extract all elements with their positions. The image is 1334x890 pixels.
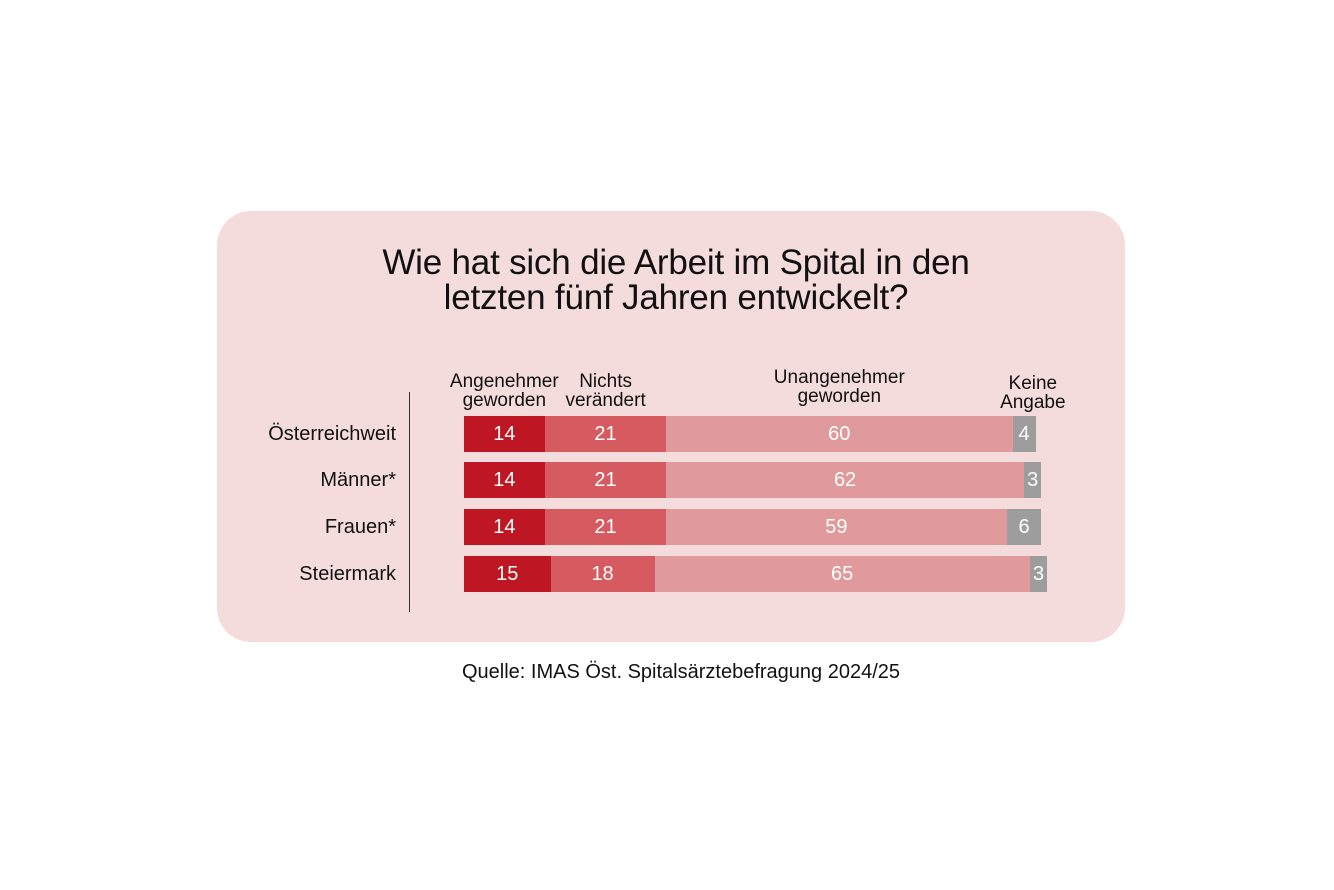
chart-title-line-1: Wie hat sich die Arbeit im Spital in den: [382, 243, 970, 282]
column-header-4-line-2: Angabe: [1000, 392, 1066, 413]
column-header-2: Nichts verändert: [565, 372, 645, 410]
column-header-2-line-1: Nichts: [579, 371, 632, 392]
column-header-1-line-1: Angenehmer: [449, 371, 559, 392]
bar-value-label: 14: [493, 422, 516, 445]
bar-segment: 14: [464, 416, 545, 452]
bar-value-label: 60: [828, 422, 851, 445]
bar-segment: 62: [666, 462, 1025, 498]
column-header-3-line-1: Unangenehmer: [773, 367, 905, 388]
bar-value-label: 62: [833, 468, 857, 491]
column-header-2-line-2: verändert: [565, 390, 646, 411]
bar-value-label: 14: [493, 468, 516, 491]
category-label: Männer*: [320, 469, 396, 491]
column-header-4: Keine Angabe: [1000, 374, 1066, 412]
bar-value-label: 4: [1018, 422, 1030, 445]
bar-value-label: 3: [1032, 562, 1045, 585]
bar-segment: 59: [666, 509, 1007, 545]
bar-value-label: 14: [493, 515, 516, 538]
chart-title-line-2: letzten fünf Jahren entwickelt?: [443, 278, 909, 317]
bar-value-label: 59: [825, 515, 848, 538]
source-note: Quelle: IMAS Öst. Spitalsärztebefragung …: [461, 661, 901, 683]
bar-value-label: 21: [594, 422, 617, 445]
bar-segment: 6: [1006, 509, 1042, 545]
bar-value-label: 21: [594, 515, 617, 538]
chart-title: Wie hat sich die Arbeit im Spital in den…: [217, 245, 1135, 315]
bar-value-label: 21: [594, 468, 617, 491]
bar-value-label: 18: [591, 562, 614, 585]
bar-value-label: 6: [1018, 515, 1030, 538]
bar-value-label: 3: [1027, 468, 1039, 491]
category-axis-line: [409, 392, 410, 612]
bar-segment: 21: [544, 509, 667, 545]
bar-segment: 60: [666, 416, 1013, 452]
column-header-1-line-2: geworden: [462, 390, 547, 411]
bar-segment: 65: [654, 556, 1030, 592]
category-label: Steiermark: [299, 563, 396, 585]
bar-segment: 18: [550, 556, 655, 592]
bar-segment: 3: [1029, 556, 1048, 592]
column-header-3-line-2: geworden: [797, 386, 882, 407]
column-header-4-line-1: Keine: [1008, 373, 1058, 394]
category-label: Österreichweit: [268, 423, 396, 445]
category-label: Frauen*: [324, 516, 396, 538]
bar-segment: 21: [544, 416, 667, 452]
bar-segment: 15: [464, 556, 551, 592]
bar-segment: 4: [1012, 416, 1036, 452]
bar-segment: 14: [464, 462, 545, 498]
bar-value-label: 65: [831, 562, 854, 585]
bar-value-label: 15: [496, 562, 519, 585]
bar-segment: 3: [1024, 462, 1042, 498]
column-header-1: Angenehmer geworden: [450, 372, 559, 410]
bar-segment: 14: [464, 509, 545, 545]
column-header-3: Unangenehmer geworden: [774, 368, 905, 406]
bar-segment: 21: [544, 462, 667, 498]
